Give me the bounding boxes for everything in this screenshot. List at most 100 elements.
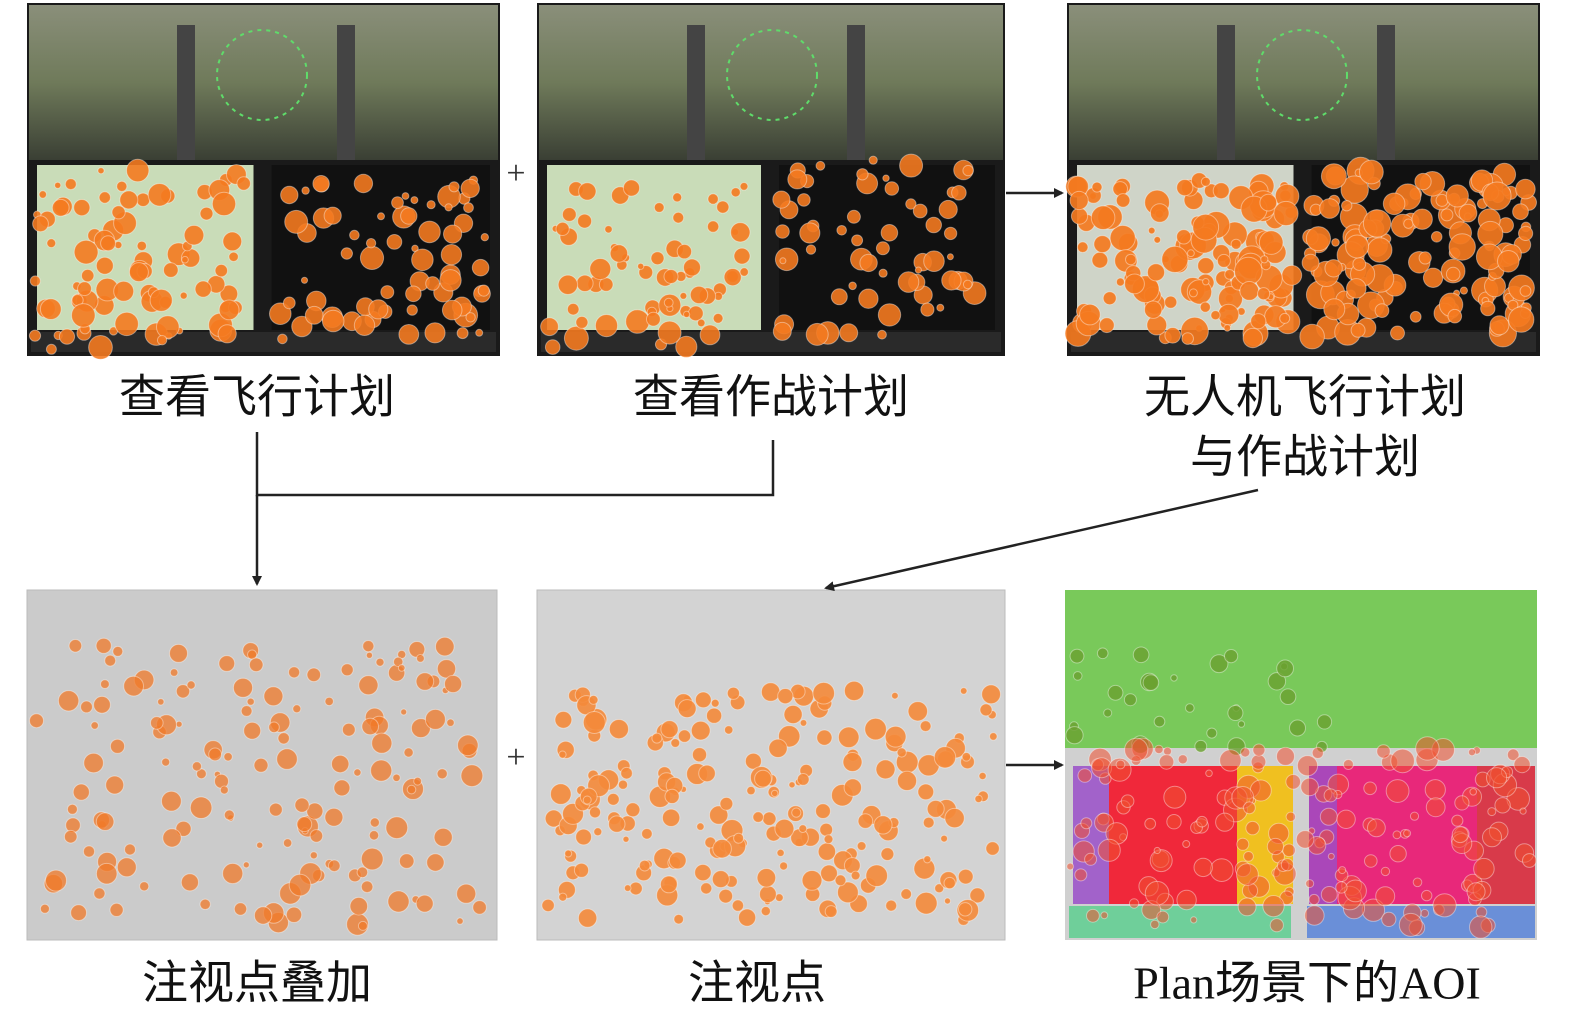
gaze-point [457,734,479,757]
gaze-point [575,315,589,329]
gaze-point [51,198,70,217]
gaze-point [95,812,115,832]
outside-view [29,5,498,160]
gaze-point [843,778,862,797]
gaze-point [93,695,111,714]
gaze-point [218,655,236,672]
gaze-point [375,657,385,667]
gaze-point [880,847,895,861]
gaze-point [1239,281,1260,301]
gaze-point [712,312,724,324]
gaze-point [738,908,757,927]
gaze-point [700,882,713,895]
gaze-point [1236,863,1259,886]
gaze-point [1176,889,1197,911]
gaze-point [1209,858,1234,882]
gaze-point [268,721,280,734]
gaze-point [710,698,720,708]
gaze-point [776,848,785,858]
gaze-point [864,717,887,741]
gaze-point [169,668,179,677]
gaze-point [1065,726,1084,745]
gaze-point [779,257,787,265]
gaze-point [1252,743,1266,757]
gaze-point [617,779,629,790]
gaze-point [113,280,135,302]
gaze-point [208,747,223,762]
gaze-point [292,704,302,714]
gaze-point [1340,175,1369,204]
gaze-point [830,288,848,306]
gaze-point [933,746,957,769]
gaze-point [186,680,196,690]
gaze-point [620,766,633,780]
gaze-point [1494,797,1511,814]
gaze-point [392,773,401,782]
gaze-point [306,802,324,820]
gaze-point [1273,200,1299,227]
gaze-point [1363,781,1377,796]
gaze-point [962,279,973,290]
gaze-point [760,906,771,917]
gaze-point [1359,159,1384,185]
gaze-point [435,636,455,657]
gaze-point [1342,759,1354,770]
gaze-point [360,847,384,871]
gaze-point [156,315,180,339]
gaze-point [856,841,867,851]
gaze-point [1390,325,1405,341]
gaze-point [1323,788,1338,803]
gaze-point [1279,688,1297,706]
gaze-point [46,238,57,249]
gaze-point [564,849,573,858]
gaze-point [95,637,112,654]
gaze-point [1125,253,1137,266]
gaze-point [938,199,958,220]
gaze-point [1196,815,1208,828]
gaze-point [393,656,404,667]
gaze-point [282,838,293,848]
gaze-point [1187,249,1195,258]
gaze-point [1380,866,1391,877]
gaze-point [1070,207,1089,225]
gaze-point [839,323,859,343]
gaze-point [650,251,665,266]
gaze-point [1482,181,1512,211]
gaze-point [834,874,847,887]
gaze-point [263,686,284,707]
canopy-frame [1217,25,1235,160]
gaze-point [951,185,967,201]
gaze-point [706,707,723,724]
gaze-point [150,716,164,730]
gaze-point [1412,877,1423,888]
gaze-point [161,790,182,812]
gaze-point [139,881,150,892]
gaze-point [416,654,425,663]
outside-view [539,5,1003,160]
gaze-point [243,721,262,740]
gaze-point [222,862,244,885]
gaze-point [268,802,283,817]
gaze-point [540,317,559,337]
gaze-point [68,639,83,653]
gaze-point [544,809,563,828]
gaze-point [280,185,299,205]
gaze-point [762,811,777,826]
gaze-point [1144,880,1170,906]
gaze-point [1209,654,1229,674]
gaze-point [1146,263,1166,282]
gaze-point [1513,756,1531,774]
gaze-point [914,266,923,274]
aoi-region [1069,906,1291,938]
gaze-point [1477,220,1504,248]
gaze-point [1205,769,1213,778]
gaze-point [752,811,765,823]
gaze-point [1319,198,1340,219]
gaze-point [1206,727,1218,739]
gaze-point [797,193,811,207]
gaze-point [1466,882,1486,902]
gaze-point [706,220,720,233]
gaze-point [1267,672,1287,691]
gaze-point [672,211,685,224]
